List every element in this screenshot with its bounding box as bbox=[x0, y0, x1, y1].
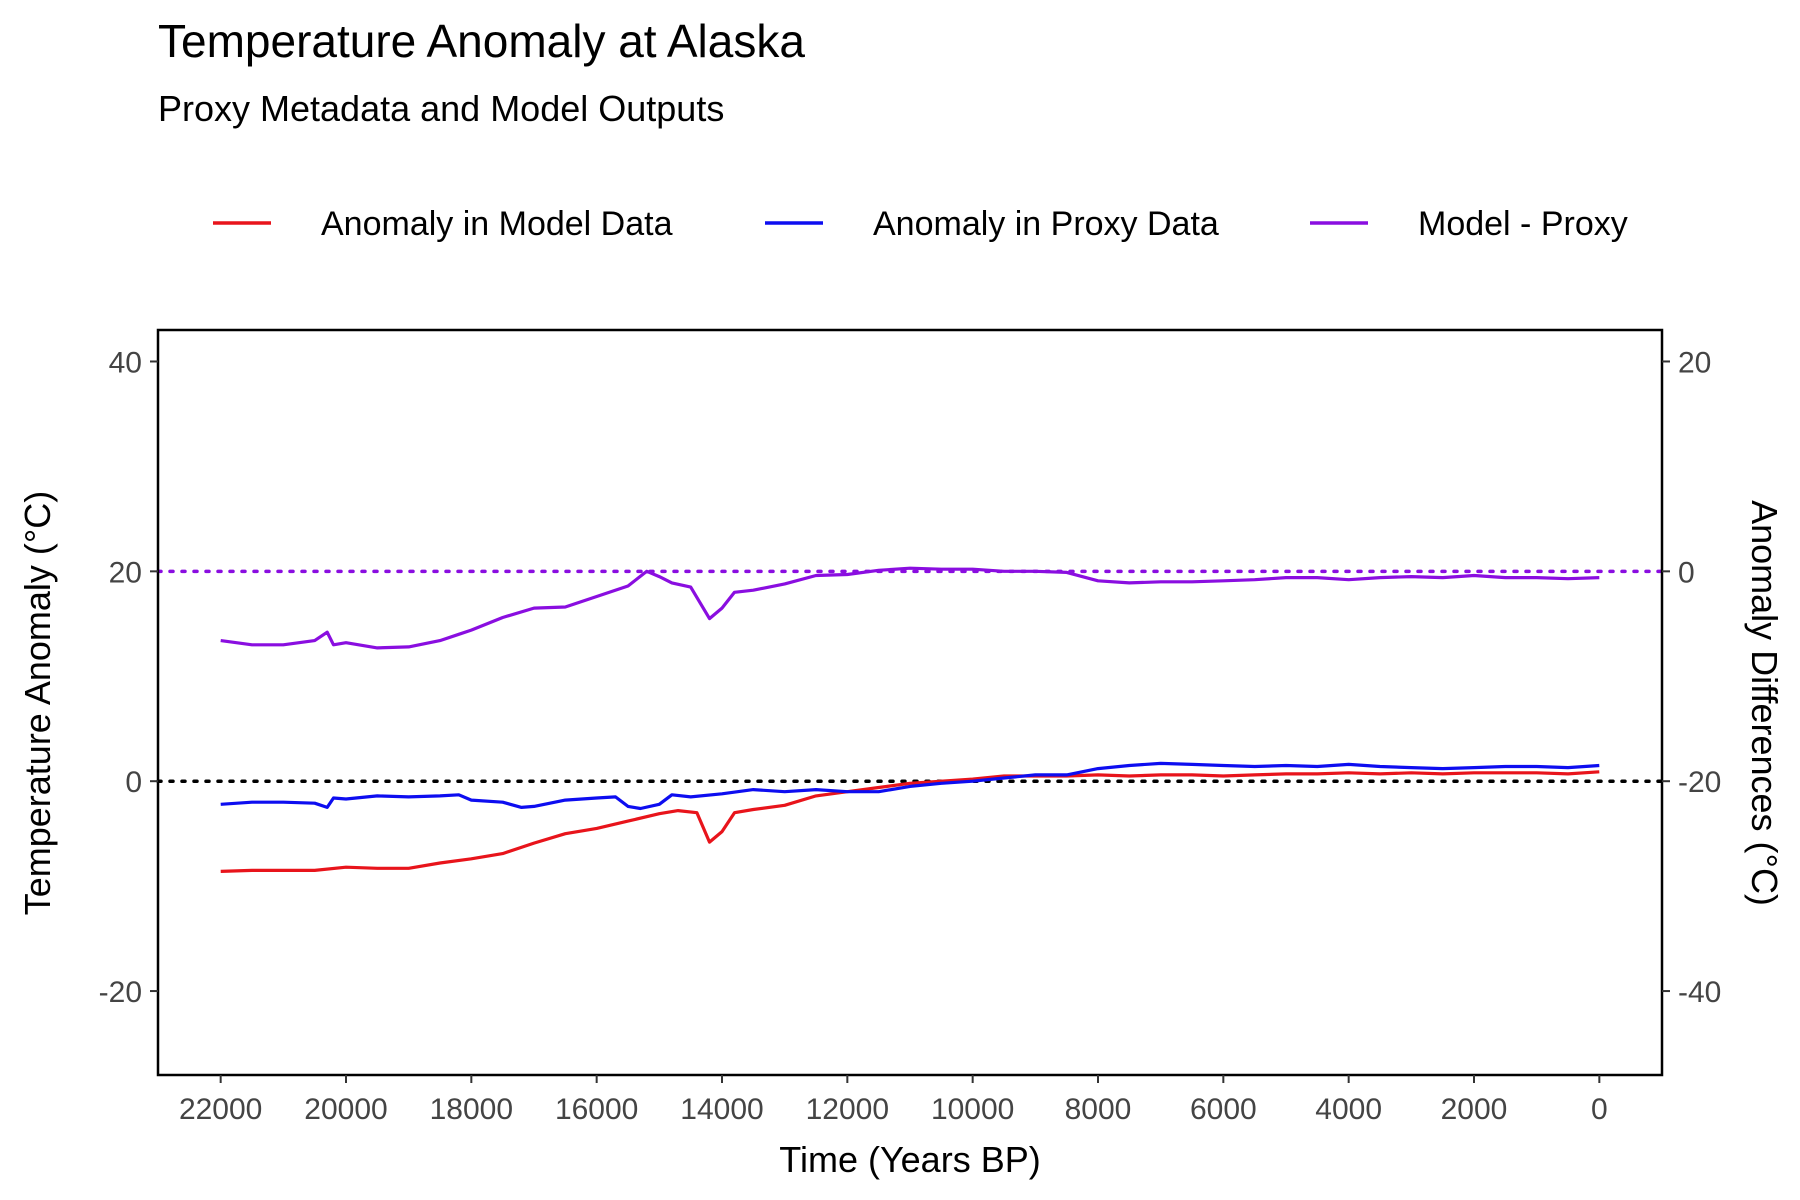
x-tick-label: 20000 bbox=[304, 1093, 387, 1126]
data-series bbox=[220, 566, 1600, 873]
series-line bbox=[220, 761, 1600, 811]
chart-subtitle: Proxy Metadata and Model Outputs bbox=[158, 88, 725, 129]
y-right-tick-label: 0 bbox=[1678, 556, 1695, 589]
reference-lines bbox=[156, 569, 1664, 783]
axes: 22000 20000 18000 16000 14000 12000 10000 8000 6… bbox=[99, 328, 1721, 1126]
x-tick-label: 8000 bbox=[1065, 1093, 1132, 1126]
x-tick-label: 14000 bbox=[680, 1093, 763, 1126]
y-axis-label: Temperature Anomaly (°C) bbox=[17, 491, 58, 916]
series-line bbox=[220, 566, 1600, 650]
x-tick-label: 6000 bbox=[1190, 1093, 1257, 1126]
y-right-tick-label: 20 bbox=[1678, 346, 1711, 379]
x-tick-label: 12000 bbox=[806, 1093, 889, 1126]
chart-title: Temperature Anomaly at Alaska bbox=[158, 15, 805, 67]
y-tick-label: 0 bbox=[125, 766, 142, 799]
x-tick-label: 4000 bbox=[1315, 1093, 1382, 1126]
legend-label: Model - Proxy bbox=[1418, 205, 1628, 243]
x-tick-label: 2000 bbox=[1441, 1093, 1508, 1126]
y-right-tick-label: -40 bbox=[1678, 976, 1721, 1009]
y-tick-label: -20 bbox=[99, 976, 142, 1009]
x-tick-label: 10000 bbox=[931, 1093, 1014, 1126]
series-line bbox=[220, 770, 1600, 873]
legend: Anomaly in Model Data Anomaly in Proxy Da… bbox=[213, 205, 1628, 243]
y-right-tick-label: -20 bbox=[1678, 766, 1721, 799]
x-tick-label: 18000 bbox=[430, 1093, 513, 1126]
x-tick-label: 22000 bbox=[179, 1093, 262, 1126]
legend-label: Anomaly in Model Data bbox=[321, 205, 673, 243]
x-tick-label: 0 bbox=[1591, 1093, 1608, 1126]
x-axis-label: Time (Years BP) bbox=[779, 1139, 1040, 1180]
x-tick-label: 16000 bbox=[555, 1093, 638, 1126]
y-tick-label: 20 bbox=[109, 556, 142, 589]
y-tick-label: 40 bbox=[109, 346, 142, 379]
legend-label: Anomaly in Proxy Data bbox=[873, 205, 1219, 243]
y-axis-right-label: Anomaly Differences (°C) bbox=[1744, 500, 1785, 906]
plot-frame bbox=[156, 328, 1664, 1077]
